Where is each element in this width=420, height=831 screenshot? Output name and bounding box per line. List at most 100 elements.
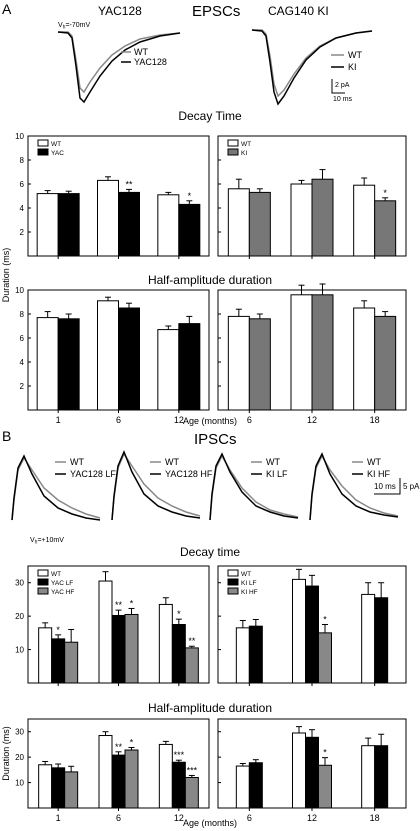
y-tick-label: 30 — [15, 579, 24, 588]
epsc-vh-value: =-70mV — [65, 22, 90, 29]
y-tick-label: 8 — [20, 156, 25, 165]
epsc-vh-label: V — [58, 22, 63, 29]
x-tick-label: 12 — [307, 813, 317, 823]
epsc-cag-title: CAG140 KI — [268, 4, 329, 18]
bar-ipsc-ki-decay-12-1 — [305, 585, 319, 684]
bar-epsc-yac-half-12-0 — [157, 329, 180, 411]
bar-ipsc-yac-decay-6-0 — [98, 580, 113, 684]
x-tick-label: 1 — [56, 415, 61, 425]
y-axis-label: Duration (ms) — [1, 726, 11, 781]
bar-epsc-ki-half-12-1 — [311, 294, 334, 411]
chart-title: Decay Time — [178, 109, 242, 123]
x-axis-label-epsc: Age (months) — [183, 416, 237, 426]
legend-swatch — [227, 139, 239, 147]
y-axis-label: Duration (ms) — [1, 248, 11, 303]
significance-marker: * — [188, 191, 192, 201]
y-tick-label: 8 — [20, 310, 25, 319]
ipsc-trace-group-3: WT KI LF — [209, 452, 299, 521]
bar-ipsc-ki-half-18-1 — [374, 745, 389, 809]
y-tick-label: 10 — [15, 646, 24, 655]
ipsc-vh-value: =+10mV — [37, 537, 64, 544]
ipsc-traces: WT YAC128 LF Vh=+10mV WT YAC128 HF WT KI… — [11, 450, 420, 546]
epsc-scale-amp: 2 pA — [335, 82, 350, 89]
x-axis-label: Age (months) — [183, 818, 237, 828]
significance-marker: * — [323, 748, 327, 758]
x-tick-label: 6 — [247, 415, 252, 425]
epsc-ki-traces: WT KI 2 pA 10 ms — [251, 29, 373, 106]
legend-label: YAC LF — [51, 580, 73, 587]
bar-ipsc-yac-decay-12-2 — [184, 647, 199, 684]
bar-epsc-ki-half-6-0 — [227, 315, 250, 411]
epsc-yac-legend-mut: YAC128 — [134, 57, 167, 67]
y-tick-label: 2 — [20, 228, 25, 237]
legend-swatch — [227, 148, 239, 156]
bar-ipsc-ki-decay-12-0 — [292, 578, 306, 684]
ipsc-trace-group-2: WT YAC128 HF — [111, 450, 213, 521]
ipsc-trace-group-1: WT YAC128 LF Vh=+10mV — [11, 454, 116, 546]
bar-ipsc-yac-decay-12-0 — [158, 603, 173, 684]
bar-epsc-ki-decay-6-0 — [227, 188, 250, 257]
bar-ipsc-yac-half-12-0 — [158, 743, 173, 809]
x-tick-label: 12 — [307, 415, 317, 425]
bar-ipsc-ki-half-12-2 — [318, 764, 332, 809]
x-tick-label: 12 — [174, 813, 184, 823]
ipsc-vh-sub: h — [35, 540, 38, 546]
ipsc-legend-1-wt: WT — [70, 457, 84, 467]
bar-epsc-ki-decay-18-0 — [353, 184, 376, 257]
y-tick-label: 20 — [15, 753, 24, 762]
y-tick-label: 2 — [20, 382, 25, 391]
bar-ipsc-yac-half-6-0 — [98, 735, 113, 809]
bar-ipsc-ki-half-6-0 — [235, 765, 250, 809]
bar-epsc-yac-half-12-1 — [178, 323, 201, 411]
bar-ipsc-ki-decay-12-2 — [318, 632, 332, 684]
bar-ipsc-yac-half-12-2 — [184, 776, 199, 809]
bar-ipsc-ki-decay-6-0 — [235, 627, 250, 684]
significance-marker: * — [323, 615, 327, 625]
significance-marker: ** — [115, 742, 123, 752]
significance-marker: * — [130, 598, 134, 608]
legend-label: KI LF — [241, 580, 257, 587]
bar-epsc-ki-decay-18-1 — [374, 200, 397, 257]
y-tick-label: 30 — [15, 728, 24, 737]
bar-epsc-ki-decay-12-1 — [311, 178, 334, 257]
bar-ipsc-yac-decay-6-1 — [111, 614, 126, 684]
x-tick-label: 1 — [56, 813, 61, 823]
bar-ipsc-ki-decay-18-1 — [374, 597, 389, 684]
epsc-title: EPSCs — [192, 3, 240, 20]
bar-ipsc-ki-decay-6-1 — [248, 625, 263, 684]
y-tick-label: 6 — [20, 334, 25, 343]
panel-label-b: B — [2, 428, 11, 444]
bar-ipsc-yac-half-6-1 — [111, 754, 126, 809]
ipsc-legend-4-wt: WT — [367, 457, 381, 467]
y-tick-label: 10 — [15, 779, 24, 788]
svg-text:Vh=+10mV: Vh=+10mV — [30, 537, 64, 546]
chart-title: Half-amplitude duration — [148, 273, 272, 287]
bar-epsc-yac-decay-1-1 — [57, 193, 80, 257]
ipsc-scale-bar — [374, 478, 401, 495]
bar-epsc-yac-decay-12-1 — [178, 203, 201, 257]
bar-ipsc-yac-decay-12-1 — [171, 624, 186, 684]
epsc-ki-mut-trace — [251, 29, 373, 106]
bar-epsc-ki-half-18-0 — [353, 307, 376, 411]
legend-swatch — [37, 148, 49, 156]
svg-text:Vh=-70mV: Vh=-70mV — [58, 22, 90, 31]
bar-epsc-yac-decay-12-0 — [157, 194, 180, 257]
epsc-yac-title: YAC128 — [98, 4, 142, 18]
ipsc-trace-group-4: WT KI HF 10 ms 5 pA — [309, 452, 420, 521]
significance-marker: *** — [174, 750, 185, 760]
legend-label: WT — [51, 141, 61, 148]
x-tick-label: 12 — [174, 415, 184, 425]
bar-epsc-yac-half-6-1 — [118, 307, 140, 411]
legend-swatch — [37, 578, 49, 586]
y-tick-label: 10 — [15, 286, 24, 295]
legend-swatch — [227, 587, 239, 595]
bar-ipsc-yac-half-1-2 — [64, 771, 79, 809]
bar-ipsc-ki-half-18-0 — [361, 745, 376, 809]
x-tick-label: 6 — [116, 415, 121, 425]
bar-ipsc-ki-half-12-0 — [292, 732, 306, 809]
significance-marker: ** — [188, 636, 196, 646]
legend-swatch — [227, 578, 239, 586]
